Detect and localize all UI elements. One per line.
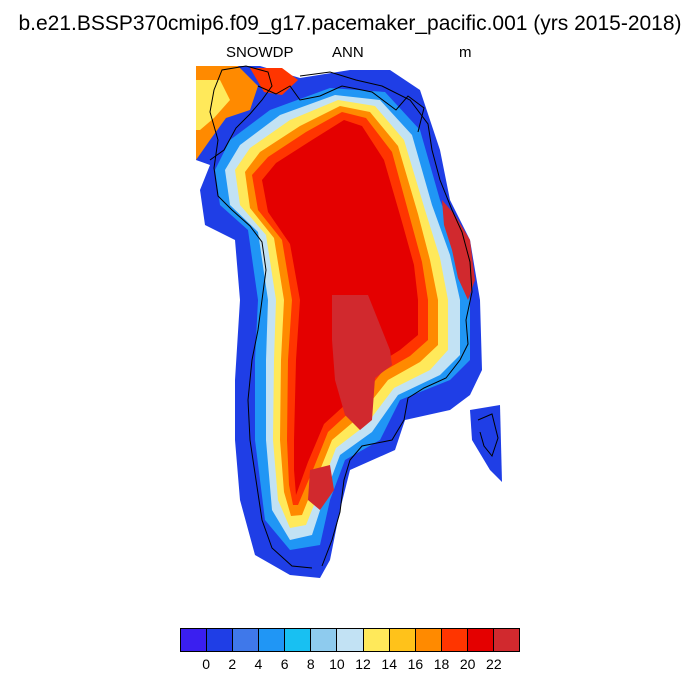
colorbar-tick-label: 10 (329, 656, 345, 672)
variable-label: SNOWDP (226, 44, 294, 61)
coastline-island (477, 413, 499, 458)
coastline-east (299, 71, 473, 567)
season-label: ANN (332, 44, 364, 61)
colorbar-tick-label: 12 (355, 656, 371, 672)
colorbar-tick-label: 0 (202, 656, 211, 672)
east-island-patch (470, 405, 502, 482)
colorbar-tick-label: 16 (407, 656, 424, 672)
colorbar-tick-label: 22 (486, 656, 502, 672)
colorbar-tick-labels: 0 2 4 6 8 10 12 14 16 18 20 22 (180, 656, 520, 676)
colorbar-swatch (337, 629, 364, 651)
colorbar-swatch (467, 629, 494, 651)
colorbar-swatch (233, 629, 260, 651)
colorbar-tick-label: 14 (381, 656, 397, 672)
colorbar-tick-label: 4 (254, 656, 263, 672)
colorbar-swatch (493, 629, 520, 651)
dark-red-core (332, 295, 392, 430)
colorbar-swatch (207, 629, 234, 651)
coastline-west (209, 65, 313, 569)
coastline-layer (209, 65, 499, 569)
colorbar-swatch (363, 629, 390, 651)
east-island-blue (470, 405, 502, 482)
colorbar-swatch (415, 629, 442, 651)
dark-red-south-patch (308, 465, 334, 510)
colorbar (180, 628, 520, 652)
nw-yellow-block (196, 80, 230, 130)
colorbar-swatch (389, 629, 416, 651)
colorbar-tick-label: 8 (306, 656, 315, 672)
colorbar-swatch (259, 629, 286, 651)
colorbar-swatch (181, 629, 208, 651)
plot-title: b.e21.BSSP370cmip6.f09_g17.pacemaker_pac… (18, 12, 682, 35)
east-coast-strip (442, 200, 475, 300)
colorbar-swatch (285, 629, 312, 651)
units-label: m (459, 44, 472, 61)
colorbar-tick-label: 2 (228, 656, 237, 672)
colorbar-tick-label: 6 (280, 656, 289, 672)
colorbar-tick-label: 20 (459, 656, 476, 672)
east-dark-red-strip (442, 200, 475, 300)
coastline-north (257, 85, 425, 133)
colorbar-swatch (441, 629, 468, 651)
colorbar-swatch (311, 629, 338, 651)
colorbar-tick-label: 18 (433, 656, 450, 672)
greenland-field-layer (196, 66, 482, 578)
